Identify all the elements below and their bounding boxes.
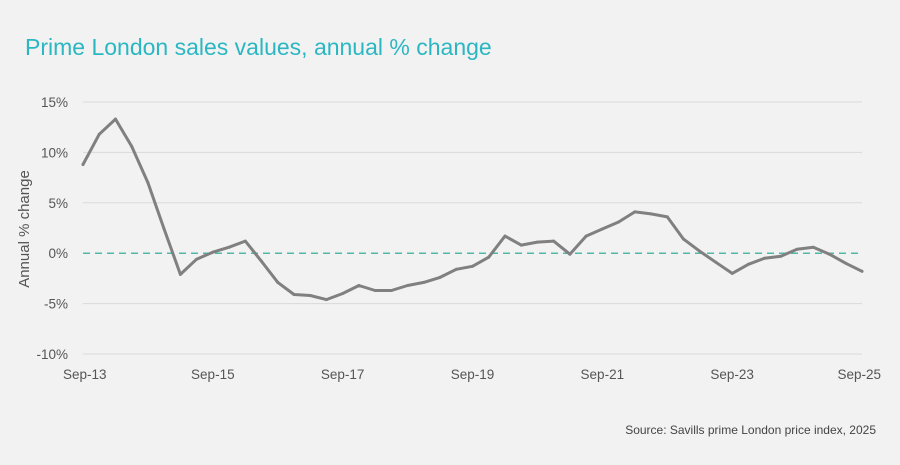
data-point — [114, 117, 117, 121]
x-tick-label: Sep-17 — [321, 367, 365, 382]
data-point — [341, 292, 345, 295]
data-point — [146, 181, 150, 185]
data-point — [178, 272, 182, 276]
data-point — [357, 284, 361, 287]
data-point — [519, 243, 523, 247]
data-point — [811, 245, 815, 249]
y-tick-label: -5% — [44, 297, 68, 312]
data-point — [568, 252, 572, 256]
data-point — [81, 163, 85, 166]
data-point — [162, 227, 166, 231]
data-point — [600, 227, 604, 231]
data-point — [438, 275, 442, 279]
data-point — [746, 262, 750, 266]
data-point — [211, 250, 215, 254]
data-point — [779, 254, 783, 258]
data-point — [828, 252, 831, 256]
data-point — [698, 249, 702, 253]
data-point — [276, 280, 280, 284]
y-axis-label: Annual % change — [16, 170, 33, 288]
data-point — [633, 210, 637, 214]
data-point — [406, 284, 410, 287]
chart-title: Prime London sales values, annual % chan… — [25, 34, 492, 60]
grid-lines — [83, 101, 862, 355]
data-point — [535, 240, 539, 244]
y-tick-labels: 15% 10% 5% 0% -5% -10% — [36, 95, 68, 362]
y-tick-label: 5% — [48, 196, 68, 211]
data-point — [373, 289, 377, 292]
y-tick-label: 0% — [48, 246, 68, 261]
data-point — [260, 259, 263, 263]
data-point — [454, 267, 458, 271]
data-point — [292, 293, 296, 296]
data-point — [389, 289, 393, 292]
x-tick-label: Sep-19 — [451, 367, 495, 382]
y-tick-label: 10% — [41, 145, 68, 160]
data-point — [308, 294, 312, 297]
data-point — [795, 247, 799, 251]
data-point — [130, 144, 134, 148]
data-point — [649, 212, 653, 216]
data-point — [471, 264, 474, 268]
series-layer — [81, 117, 864, 302]
data-point — [714, 260, 718, 264]
data-point — [195, 257, 199, 261]
x-tick-labels: Sep-13 Sep-15 Sep-17 Sep-19 Sep-21 Sep-23 Sep-… — [63, 367, 881, 382]
data-point — [503, 234, 507, 238]
data-point — [422, 280, 426, 284]
x-tick-label: Sep-13 — [63, 367, 107, 382]
data-point — [552, 239, 556, 243]
data-point — [584, 234, 588, 238]
y-tick-label: -10% — [36, 347, 68, 362]
x-tick-label: Sep-23 — [710, 367, 754, 382]
data-point — [97, 132, 101, 136]
x-tick-label: Sep-21 — [581, 367, 625, 382]
data-point — [487, 255, 491, 259]
data-point — [860, 269, 864, 273]
data-point — [844, 261, 848, 265]
data-point — [617, 220, 621, 224]
data-point — [324, 298, 328, 302]
data-point — [665, 215, 669, 219]
data-point — [243, 239, 247, 243]
source-note: Source: Savills prime London price index… — [625, 423, 876, 437]
x-tick-label: Sep-25 — [837, 367, 881, 382]
series-line — [81, 117, 864, 302]
data-point — [763, 256, 767, 260]
data-point — [730, 271, 734, 275]
x-tick-label: Sep-15 — [191, 367, 235, 382]
y-tick-label: 15% — [41, 95, 68, 110]
data-point — [682, 237, 685, 241]
data-point — [227, 245, 231, 249]
